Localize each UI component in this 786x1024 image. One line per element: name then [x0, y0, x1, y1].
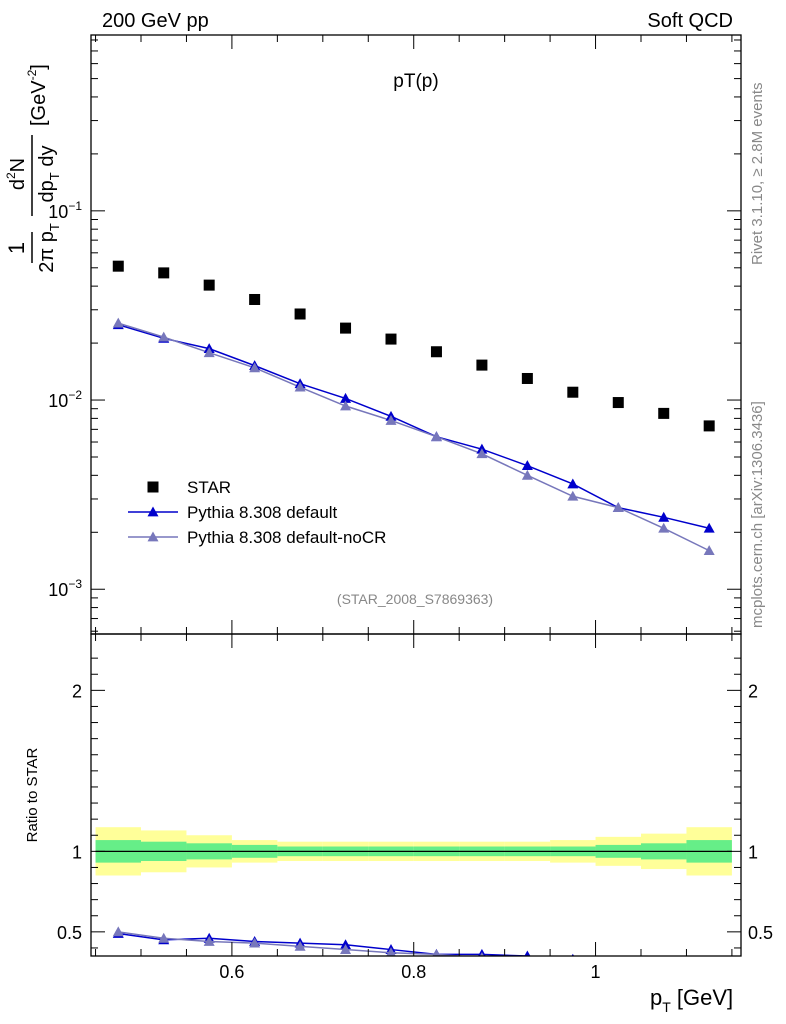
- ratio-y-tick-label-left: 0.5: [57, 923, 82, 943]
- ratio-point: [294, 940, 306, 951]
- side-text-rivet: Rivet 3.1.10, ≥ 2.8M events: [749, 83, 766, 266]
- ratio-point: [386, 947, 396, 956]
- data-point-pythia: [294, 381, 306, 392]
- data-point-star: [703, 420, 715, 432]
- data-point-star: [340, 322, 352, 334]
- legend-marker-pythia: [147, 506, 159, 517]
- x-tick-label: 0.8: [401, 962, 426, 982]
- data-point-pythia: [340, 400, 352, 411]
- x-tick-label: 1: [591, 962, 601, 982]
- main-ylabel: 1 2π pT d2N dpT dy [GeV-2]: [4, 64, 62, 273]
- ratio-point: [524, 950, 531, 956]
- legend-label: STAR: [187, 478, 231, 497]
- series-line: [118, 324, 710, 530]
- legend-marker-star: [147, 481, 159, 493]
- data-point-pythia: [567, 478, 579, 489]
- ratio-point: [112, 926, 124, 937]
- x-tick-label: 0.6: [219, 962, 244, 982]
- data-point-star: [567, 386, 579, 398]
- y-tick-label: 10−3: [48, 577, 82, 600]
- data-point-pythia: [612, 502, 624, 513]
- ratio-point: [479, 952, 485, 956]
- svg-text:2π pT: 2π pT: [36, 223, 62, 273]
- svg-text:dpT dy: dpT dy: [36, 146, 62, 203]
- ratio-panel: 0.6 0.8 1 0.5 0.5 1 1 2 2: [57, 633, 773, 982]
- svg-text:[GeV-2]: [GeV-2]: [25, 64, 50, 126]
- data-point-pythia: [658, 522, 670, 533]
- legend-label: Pythia 8.308 default: [187, 503, 338, 522]
- data-point-pythia: [249, 362, 261, 373]
- data-point-star: [203, 279, 215, 291]
- data-point-pythia: [158, 331, 170, 342]
- data-point-pythia: [658, 511, 670, 522]
- ratio-y-tick-label-right: 1: [748, 842, 758, 862]
- data-point-pythia: [703, 522, 715, 533]
- data-point-star: [294, 308, 306, 320]
- data-point-star: [385, 333, 397, 345]
- ratio-point: [658, 967, 669, 977]
- ratio-point: [158, 932, 170, 943]
- ratio-point: [432, 948, 441, 956]
- series-line: [118, 322, 710, 552]
- legend-label: Pythia 8.308 default-noCR: [187, 528, 386, 547]
- ratio-point: [658, 962, 669, 972]
- ratio-point: [704, 971, 715, 981]
- ratio-point: [613, 962, 624, 972]
- ratio-point: [249, 937, 261, 948]
- data-point-star: [658, 407, 670, 419]
- data-point-pythia: [340, 392, 352, 403]
- svg-text:d2N: d2N: [4, 158, 29, 190]
- data-point-pythia: [203, 347, 215, 358]
- svg-text:pT [GeV]: pT [GeV]: [650, 985, 733, 1015]
- ratio-y-tick-label-left: 2: [72, 681, 82, 701]
- header-left: 200 GeV pp: [102, 10, 209, 32]
- data-point-pythia: [703, 545, 715, 556]
- main-panel: 10−110−210−3: [48, 34, 742, 635]
- y-tick-label: 10−2: [48, 388, 82, 411]
- side-text-mcplots: mcplots.cern.ch [arXiv:1306.3436]: [749, 401, 766, 628]
- data-point-star: [521, 372, 533, 384]
- ratio-point: [203, 936, 215, 946]
- data-point-pythia: [521, 460, 533, 471]
- data-point-star: [249, 293, 261, 305]
- svg-text:1: 1: [4, 242, 29, 254]
- xlabel: pT [GeV]: [650, 985, 733, 1015]
- ratio-point: [613, 962, 624, 972]
- ratio-y-tick-label-right: 0.5: [748, 923, 773, 943]
- ratio-point: [567, 962, 578, 972]
- ratio-point: [571, 953, 575, 956]
- ratio-ylabel: Ratio to STAR: [24, 747, 41, 842]
- plot-title: pT(p): [393, 71, 438, 92]
- ratio-y-tick-label-right: 2: [748, 681, 758, 701]
- data-point-pythia: [430, 431, 442, 442]
- data-point-star: [158, 267, 170, 279]
- legend-marker-pythia: [147, 531, 159, 542]
- ratio-frame: [90, 633, 742, 957]
- data-point-star: [476, 359, 488, 371]
- data-point-pythia: [112, 317, 124, 328]
- data-point-star: [430, 346, 442, 358]
- legend: STAR Pythia 8.308 default Pythia 8.308 def…: [128, 478, 386, 547]
- header-right: Soft QCD: [647, 10, 733, 32]
- reference-label: (STAR_2008_S7869363): [337, 591, 493, 607]
- data-point-pythia: [476, 448, 488, 459]
- ratio-point: [522, 957, 533, 967]
- data-point-pythia: [567, 490, 579, 501]
- data-point-pythia: [385, 414, 397, 425]
- data-point-star: [112, 260, 124, 272]
- data-point-star: [612, 397, 624, 409]
- data-point-pythia: [521, 469, 533, 480]
- ratio-point: [704, 960, 715, 970]
- ratio-point: [340, 944, 352, 954]
- ratio-y-tick-label-left: 1: [72, 842, 82, 862]
